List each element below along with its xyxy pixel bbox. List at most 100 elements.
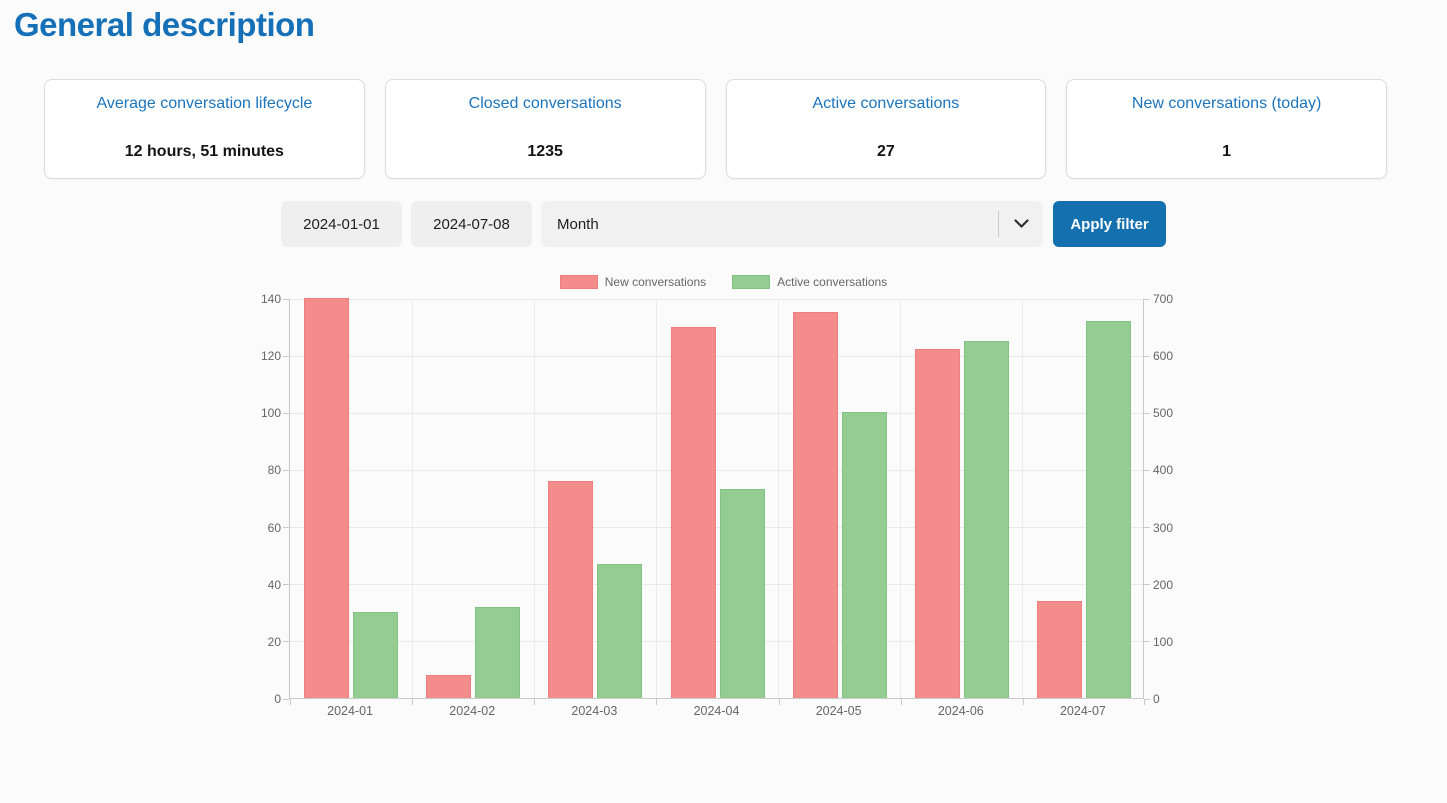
x-axis-label-2024-02: 2024-02 [449,704,496,718]
stat-card-value: 12 hours, 51 minutes [124,143,284,160]
bar-new-conversations-2024-01 [304,298,350,698]
group-by-selected-value: Month [557,215,599,233]
y-right-tick-label: 300 [1153,520,1174,535]
h-gridline [290,469,1143,471]
y-right-tick-label: 700 [1153,292,1174,306]
v-gridline [778,299,780,698]
chart-plot[interactable] [283,298,1150,705]
bar-new-conversations-2024-02 [426,675,472,698]
left-axis-tick [283,698,289,700]
y-left-tick-label: 40 [267,577,281,592]
h-gridline [290,355,1143,357]
x-axis-labels: 2024-01 2024-02 2024-03 2024-04 2024-05 2024-… [254,704,1193,722]
x-axis-tick [412,699,414,705]
y-right-tick-label: 600 [1153,349,1174,364]
end-date-input[interactable]: 2024-07-08 [411,201,532,247]
x-axis-tick [1022,699,1024,705]
v-gridline [533,299,535,698]
bar-active-conversations-2024-04 [719,489,765,698]
stat-card-label: Average conversation lifecycle [96,95,313,112]
right-axis-tick [1144,412,1150,414]
x-axis-tick [778,699,780,705]
right-axis-tick [1144,584,1150,586]
h-gridline [290,584,1143,586]
left-axis-tick [283,641,289,643]
chevron-down-icon [999,219,1043,229]
bar-new-conversations-2024-06 [914,349,960,698]
legend-item-new-conversations[interactable]: New conversations [559,275,707,289]
x-axis-tick [534,699,536,705]
y-left-tick-label: 140 [260,292,281,306]
bar-new-conversations-2024-07 [1036,600,1082,698]
y-left-tick-label: 60 [267,520,281,535]
bar-active-conversations-2024-02 [475,606,521,698]
y-left-tick-label: 20 [267,634,281,649]
y-right-tick-label: 200 [1153,577,1174,592]
stat-card-avg-lifecycle: Average conversation lifecycle 12 hours,… [44,79,365,179]
legend-label: New conversations [604,275,707,289]
right-axis-tick [1144,469,1150,471]
h-gridline [290,298,1143,300]
stat-card-new-conversations-today: New conversations (today) 1 [1066,79,1387,179]
y-left-tick-label: 80 [267,463,281,478]
left-axis-tick [283,355,289,357]
legend-item-active-conversations[interactable]: Active conversations [732,275,887,289]
select-divider [998,211,999,237]
filter-bar: 2024-01-01 2024-07-08 Month Apply filter [0,201,1447,247]
left-axis-tick [283,584,289,586]
bar-new-conversations-2024-05 [792,312,838,698]
legend-swatch-new-conversations [559,275,598,289]
h-gridline [290,412,1143,414]
bar-active-conversations-2024-05 [841,412,887,698]
right-axis-tick [1144,641,1150,643]
right-axis-tick [1144,527,1150,529]
chart-area: 0 20 40 60 80 100 120 140 0 100 200 300 400 500 600 70… [0,292,1447,706]
start-date-input[interactable]: 2024-01-01 [281,201,402,247]
x-axis-label-2024-06: 2024-06 [937,704,984,718]
h-gridline [290,641,1143,643]
x-axis-label-2024-05: 2024-05 [815,704,862,718]
x-axis-tick [290,699,291,705]
v-gridline [411,299,413,698]
page-title: General description [14,6,315,43]
stat-card-label: New conversations (today) [1131,95,1322,112]
group-by-select[interactable]: Month [541,201,1043,247]
y-right-tick-label: 0 [1153,692,1160,706]
chart-legend: New conversations Active conversations [0,275,1447,289]
left-axis-tick [283,527,289,529]
stat-cards-row: Average conversation lifecycle 12 hours,… [44,79,1387,179]
left-axis-tick [283,469,289,471]
right-axis-tick [1144,698,1150,700]
y-left-tick-label: 0 [274,692,281,706]
y-axis-left: 0 20 40 60 80 100 120 140 [255,292,289,706]
stat-card-value: 1235 [527,143,563,160]
x-axis-tick [656,699,658,705]
apply-filter-button[interactable]: Apply filter [1053,201,1166,247]
x-axis-tick [900,699,902,705]
stat-card-active-conversations: Active conversations 27 [725,79,1047,179]
left-axis-tick [283,412,289,414]
left-axis-tick [283,298,289,300]
v-gridline [1022,299,1024,698]
stat-card-label: Active conversations [812,95,960,112]
x-axis-label-2024-03: 2024-03 [571,704,618,718]
bar-active-conversations-2024-06 [963,340,1009,698]
x-axis-label-2024-01: 2024-01 [327,704,373,718]
y-axis-right: 0 100 200 300 400 500 600 700 [1144,292,1192,706]
stat-card-label: Closed conversations [468,95,622,112]
bar-active-conversations-2024-01 [353,612,399,698]
h-gridline [290,527,1143,529]
y-left-tick-label: 100 [260,406,281,421]
right-axis-tick [1144,355,1150,357]
bar-new-conversations-2024-03 [548,480,594,698]
bar-new-conversations-2024-04 [670,326,716,698]
right-axis-tick [1144,298,1150,300]
y-right-tick-label: 100 [1153,634,1174,649]
x-axis-label-2024-04: 2024-04 [693,704,740,718]
legend-label: Active conversations [777,275,888,289]
legend-swatch-active-conversations [732,275,771,289]
y-right-tick-label: 400 [1153,463,1174,478]
x-axis-tick [1144,699,1145,705]
bar-active-conversations-2024-03 [597,563,643,698]
v-gridline [900,299,902,698]
